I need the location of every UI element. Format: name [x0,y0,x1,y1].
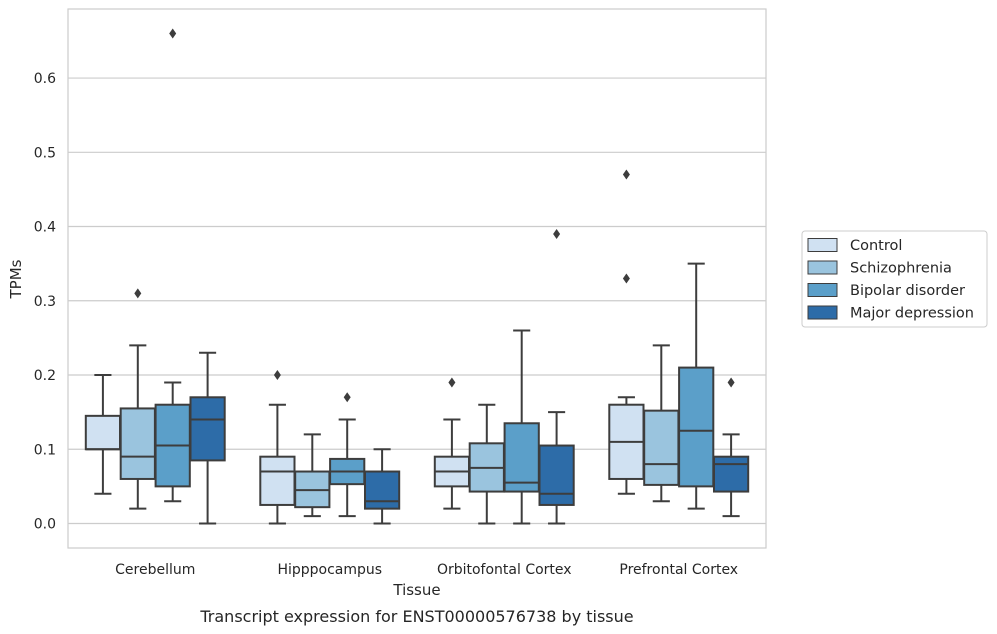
box-body [712,455,750,493]
y-tick-label: 0.1 [34,442,56,458]
box-body [538,444,575,506]
box-3-1 [154,28,191,503]
box-body [643,409,680,486]
box-body [84,414,122,451]
x-axis-label: Tissue [392,581,440,599]
box-body [678,366,715,488]
box-3-3 [503,329,540,525]
box-4-3 [538,228,575,525]
y-tick-label: 0.2 [34,368,56,384]
box-body [503,422,540,493]
box-2-4 [643,344,680,503]
y-tick-label: 0.6 [34,71,56,87]
box-4-4 [712,377,750,518]
box-body [119,407,156,480]
legend-label: Major depression [850,306,974,322]
outlier-point [622,273,630,284]
box-1-1 [84,374,122,495]
y-tick-label: 0.0 [34,517,56,533]
x-tick-labels: Cerebellum Hipppocampus Orbitofontal Corte… [115,562,738,578]
box-2-3 [468,403,505,525]
box-2-2 [294,433,331,518]
legend-swatch [807,283,838,297]
legend-swatch [807,305,838,320]
outlier-point [622,169,630,180]
legend-frame [801,230,988,328]
legend-label: Schizophrenia [850,261,952,277]
box-2-1 [119,288,156,510]
outlier-point [727,377,735,388]
x-tick-label: Orbitofontal Cortex [437,562,572,578]
y-tick-label: 0.4 [34,220,56,236]
box-body [259,455,296,506]
box-4-2 [363,448,401,525]
box-3-2 [329,392,366,518]
outlier-point [448,377,456,388]
legend-label: Control [850,238,902,254]
box-body [363,470,401,510]
y-axis-label: TPMs [7,259,25,299]
y-tick-label: 0.3 [34,294,56,310]
y-tick-labels: 0.0 0.1 0.2 0.3 0.4 0.5 0.6 [34,71,56,532]
outlier-point [553,228,561,239]
box-4-1 [189,351,226,525]
legend-swatch [807,260,838,275]
outlier-point [169,28,177,39]
outlier-point [134,288,142,299]
box-1-3 [433,377,471,510]
boxes [84,28,750,525]
x-tick-label: Prefrontal Cortex [619,562,738,578]
box-1-2 [259,370,296,525]
outlier-point [273,370,281,381]
legend: Control Schizophrenia Bipolar disorder Majo… [801,230,988,328]
outlier-point [343,392,351,403]
box-3-4 [678,262,715,510]
chart-caption: Transcript expression for ENST0000057673… [199,607,633,626]
legend-label: Bipolar disorder [850,283,965,299]
y-tick-label: 0.5 [34,145,56,161]
legend-swatch [807,238,838,252]
x-tick-label: Cerebellum [115,562,195,578]
box-body [189,396,226,462]
x-tick-label: Hipppocampus [277,562,382,578]
